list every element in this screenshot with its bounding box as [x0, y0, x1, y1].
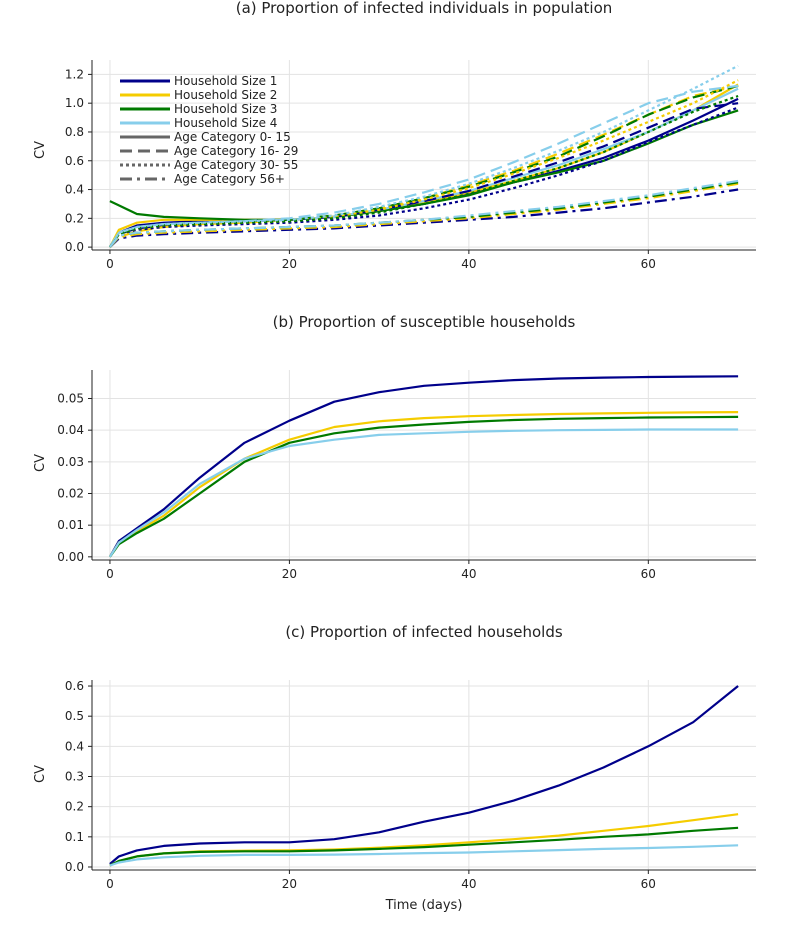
x-tick-label: 20 [282, 567, 297, 581]
panel-a-title: (a) Proportion of infected individuals i… [236, 0, 613, 17]
panel-c-title: (c) Proportion of infected households [285, 623, 563, 641]
y-tick-label: 0.4 [65, 183, 84, 197]
series-line-1: Household Size 1 [109, 685, 739, 865]
y-tick-label: 1.2 [65, 67, 84, 81]
y-tick-label: 0.5 [65, 709, 84, 723]
series-line-3: Household Size 3 [109, 415, 739, 558]
series-line-8: Household Size 4 / Age 16-29 [108, 84, 739, 248]
y-tick-label: 0.0 [65, 240, 84, 254]
panel-a-plot: 0 20 40 60 0.0 0.2 0.4 0.6 0.8 1.0 1.2 Household Si… [65, 60, 756, 271]
y-tick-label: 0.0 [65, 860, 84, 874]
series-line-10: Household Size 2 / Age 30-55 [108, 79, 739, 248]
x-tick-label: 20 [282, 877, 297, 891]
panel-b-ylabel: CV [33, 454, 48, 472]
y-tick-label: 0.3 [65, 770, 84, 784]
y-tick-label: 0.6 [65, 679, 84, 693]
series-line-4: Household Size 4 [109, 844, 739, 867]
series-line-16: Household Size 4 / Age 56+ [109, 179, 739, 248]
legend-label: Age Category 16- 29 [174, 144, 298, 158]
y-tick-label: 0.04 [57, 423, 84, 437]
legend-label: Household Size 4 [174, 116, 277, 130]
panel-c-ylabel: CV [33, 765, 48, 783]
series-line-9: Household Size 1 / Age 30-55 [108, 106, 739, 248]
y-tick-label: 0.1 [65, 830, 84, 844]
legend-label: Household Size 3 [174, 102, 277, 116]
y-tick-label: 0.4 [65, 739, 84, 753]
panel-c-plot: 0 20 40 60 0.0 0.1 0.2 0.3 0.4 0.5 0.6 Household Si… [65, 679, 756, 891]
legend-label: Age Category 0- 15 [174, 130, 291, 144]
x-tick-label: 40 [461, 257, 476, 271]
x-tick-label: 20 [282, 257, 297, 271]
y-tick-label: 0.2 [65, 211, 84, 225]
panel-a: (a) Proportion of infected individuals i… [33, 0, 756, 271]
panel-b-title: (b) Proportion of susceptible households [273, 313, 576, 331]
x-tick-label: 0 [106, 877, 114, 891]
series-line-11: Household Size 3 / Age 30-55 [108, 94, 739, 248]
series-line-1: Household Size 1 [108, 375, 739, 558]
panel-c-xlabel: Time (days) [385, 898, 463, 913]
x-tick-label: 0 [106, 567, 114, 581]
x-tick-label: 60 [641, 567, 656, 581]
legend-label: Household Size 1 [174, 74, 277, 88]
series-line-3: Household Size 3 [109, 826, 739, 867]
panel-c: (c) Proportion of infected households CV… [33, 623, 756, 913]
series-line-7: Household Size 3 / Age 16-29 [108, 84, 739, 248]
y-tick-label: 0.05 [57, 392, 84, 406]
y-tick-label: 1.0 [65, 96, 84, 110]
x-tick-label: 60 [641, 877, 656, 891]
legend-label: Age Category 56+ [174, 172, 285, 186]
panel-a-ylabel: CV [33, 141, 48, 159]
y-tick-label: 0.8 [65, 125, 84, 139]
y-tick-label: 0.01 [57, 518, 84, 532]
x-tick-label: 60 [641, 257, 656, 271]
panel-b: (b) Proportion of susceptible households… [33, 313, 756, 581]
y-tick-label: 0.03 [57, 455, 84, 469]
panel-b-plot: 0 20 40 60 0.00 0.01 0.02 0.03 0.04 0.05 Household… [57, 370, 756, 581]
x-tick-label: 0 [106, 257, 114, 271]
y-tick-label: 0.00 [57, 550, 84, 564]
legend-label: Household Size 2 [174, 88, 277, 102]
y-tick-label: 0.02 [57, 487, 84, 501]
series-line-4: Household Size 4 [108, 428, 739, 558]
x-tick-label: 40 [461, 877, 476, 891]
legend-label: Age Category 30- 55 [174, 158, 298, 172]
y-tick-label: 0.2 [65, 800, 84, 814]
series-line-2: Household Size 2 [108, 411, 739, 558]
y-tick-label: 0.6 [65, 154, 84, 168]
x-tick-label: 40 [461, 567, 476, 581]
